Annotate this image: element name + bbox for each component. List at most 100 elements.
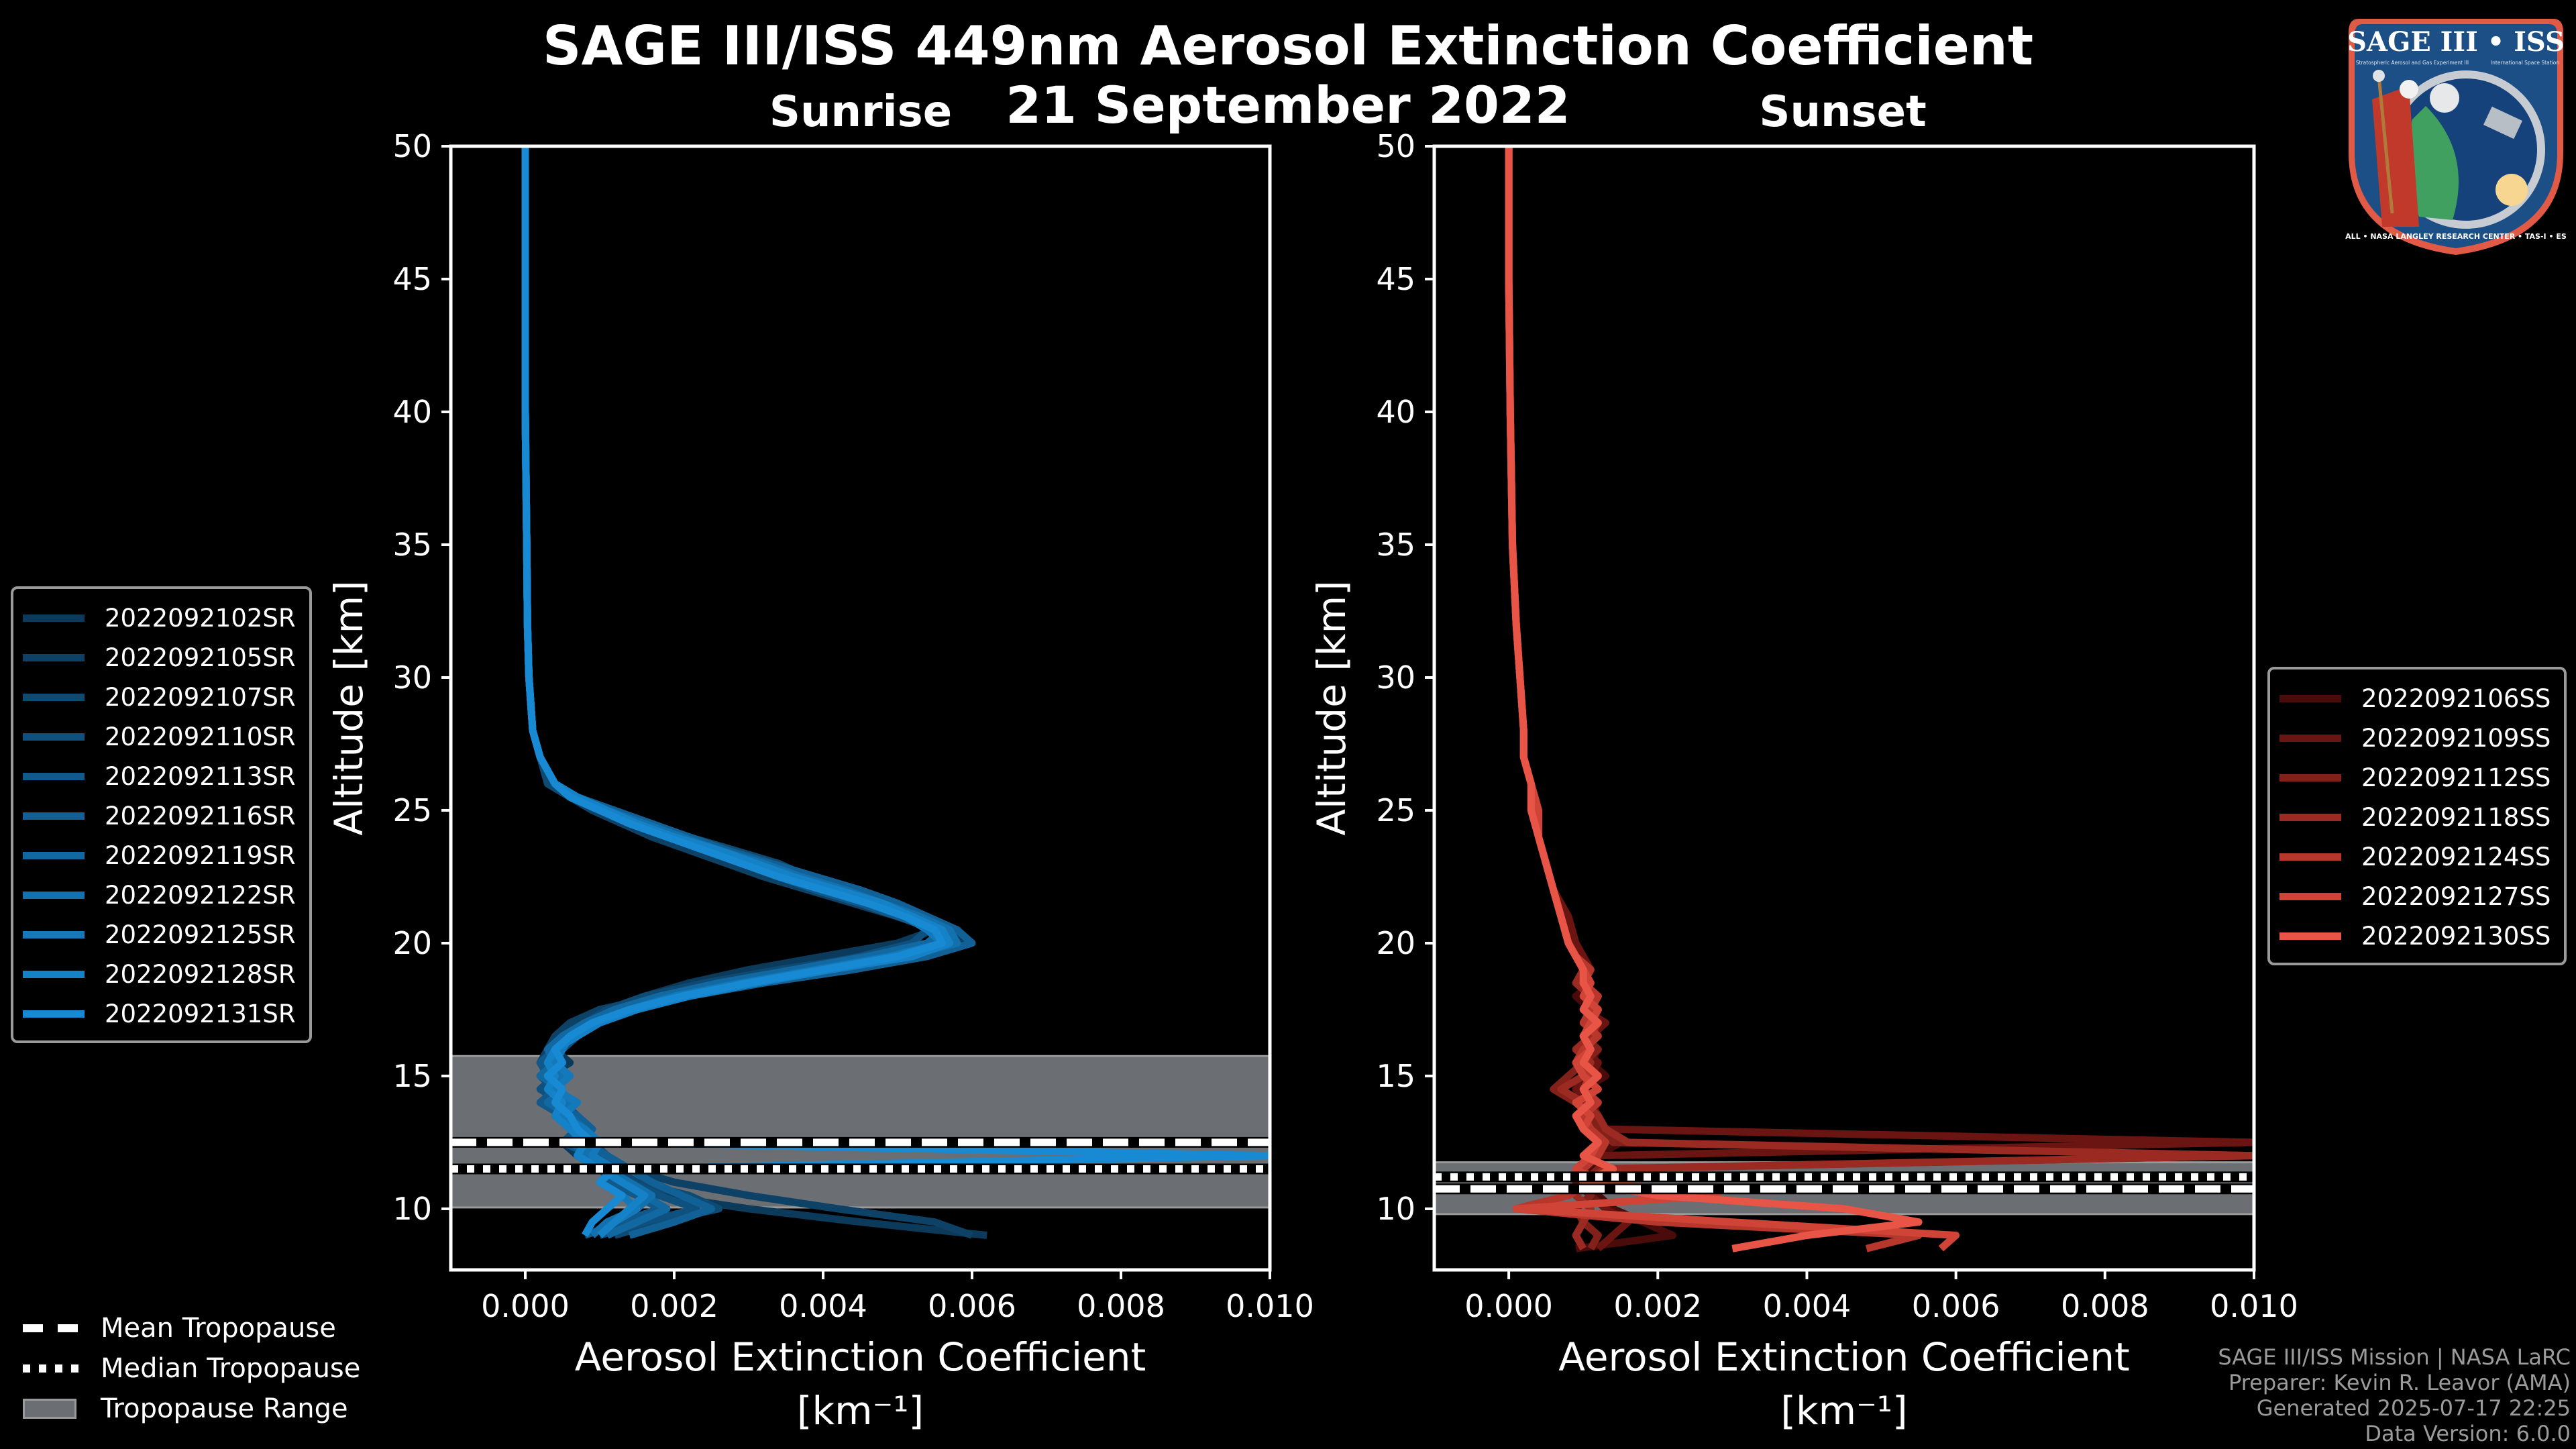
legend-item: 2022092112SS [2279,758,2551,798]
tropopause-legend-label: Median Tropopause [101,1353,361,1384]
profile-line-2022092130SS [1505,146,1923,1252]
legend-label: 2022092128SR [105,960,296,989]
legend-item: 2022092116SR [23,796,296,836]
sage-iii-iss-logo: SAGE III • ISS Stratospheric Aerosol and… [2345,19,2567,255]
sun-icon [2496,174,2528,206]
moon-icon [2430,83,2459,113]
x-tick-label: 0.008 [2061,1288,2149,1324]
legend-item: 2022092128SR [23,955,296,994]
legend-label: 2022092118SS [2361,803,2551,832]
plot-area [1434,146,2254,1252]
sunrise-title: Sunrise [769,87,953,137]
legend-item: 2022092107SR [23,678,296,717]
tropopause-legend-range: Tropopause Range [23,1389,360,1429]
legend-label: 2022092113SR [105,762,296,791]
y-tick-label: 50 [1376,128,1415,164]
legend-item: 2022092106SS [2279,679,2551,718]
legend-label: 2022092109SS [2361,724,2551,753]
y-axis-label: Altitude [km] [1309,580,1354,835]
x-tick-label: 0.004 [1763,1288,1851,1324]
y-tick-label: 40 [392,394,432,430]
y-tick-label: 15 [392,1058,432,1094]
y-tick-label: 30 [1376,659,1415,696]
y-tick-label: 25 [392,792,432,828]
sunrise-panel: 10 15 20 25 30 35 40 45 50 0.000 0.002 0.004 0.006 0.… [326,128,1314,1434]
legend-item: 2022092105SR [23,638,296,678]
x-tick-label: 0.006 [928,1288,1016,1324]
plot-area [451,146,1270,1239]
credit-line: Data Version: 6.0.0 [2365,1421,2571,1446]
legend-label: 2022092131SR [105,1000,296,1028]
y-tick-label: 20 [1376,925,1415,961]
x-tick-label: 0.002 [630,1288,718,1324]
axes-frame [449,144,1272,1272]
legend-line-icon [2279,814,2341,821]
legend-label: 2022092124SS [2361,843,2551,871]
legend-item: 2022092119SR [23,836,296,875]
legend-line-icon [2279,774,2341,782]
legend-item: 2022092127SS [2279,877,2551,916]
tropopause-legend-label: Mean Tropopause [101,1313,336,1344]
y-tick-label: 45 [1376,261,1415,297]
y-tick-label: 45 [392,261,432,297]
y-axis-label: Altitude [km] [326,580,372,835]
legend-label: 2022092105SR [105,643,296,672]
y-tick-label: 35 [1376,527,1415,563]
legend-line-icon [23,773,85,780]
credit-line: Generated 2025-07-17 22:25 [2256,1395,2571,1421]
sunset-panel: 10 15 20 25 30 35 40 45 50 0.000 0.002 0.004 0.006 0.… [1309,128,2298,1434]
figure-title: SAGE III/ISS 449nm Aerosol Extinction Co… [542,15,2034,77]
y-tick-label: 30 [392,659,432,696]
legend-line-icon [23,931,85,938]
tropopause-legend-label: Tropopause Range [101,1393,348,1424]
x-tick-label: 0.004 [779,1288,867,1324]
legend-label: 2022092130SS [2361,922,2551,951]
y-tick-label: 25 [1376,792,1415,828]
legend-line-icon [23,812,85,820]
credit-line: SAGE III/ISS Mission | NASA LaRC [2218,1344,2571,1370]
y-tick-label: 20 [392,925,432,961]
figure-date: 21 September 2022 [1006,75,1570,135]
legend-label: 2022092106SS [2361,684,2551,713]
legend-line-icon [23,892,85,899]
legend-item: 2022092118SS [2279,798,2551,837]
range-swatch-icon [23,1399,79,1419]
logo-subtitle-left: Stratospheric Aerosol and Gas Experiment… [2356,60,2469,66]
tropopause-legend-mean: Mean Tropopause [23,1308,360,1348]
legend-line-icon [23,614,85,622]
legend-line-icon [2279,853,2341,861]
legend-item: 2022092113SR [23,757,296,796]
legend-item: 2022092122SR [23,875,296,915]
legend-line-icon [2279,695,2341,702]
y-tick-label: 35 [392,527,432,563]
x-tick-label: 0.008 [1077,1288,1165,1324]
x-tick-label: 0.000 [1464,1288,1553,1324]
legend-label: 2022092116SR [105,802,296,830]
legend-label: 2022092102SR [105,604,296,633]
legend-line-icon [23,971,85,978]
x-tick-label: 0.000 [481,1288,570,1324]
legend-item: 2022092130SS [2279,916,2551,956]
legend-line-icon [2279,893,2341,900]
x-tick-label: 0.002 [1613,1288,1702,1324]
sunset-title: Sunset [1759,87,1927,137]
y-tick-label: 10 [392,1191,432,1227]
x-tick-label: 0.010 [1226,1288,1314,1324]
legend-item: 2022092102SR [23,598,296,638]
legend-label: 2022092127SS [2361,882,2551,911]
legend-line-icon [2279,932,2341,940]
x-axis-unit-label: [km⁻¹] [1780,1388,1907,1434]
y-tick-label: 15 [1376,1058,1415,1094]
dotted-line-icon [23,1360,79,1377]
y-tick-label: 40 [1376,394,1415,430]
x-axis-label: Aerosol Extinction Coefficient [575,1334,1146,1380]
sunset-legend: 2022092106SS 2022092109SS 2022092112SS 2022… [2267,667,2567,965]
legend-label: 2022092125SR [105,920,296,949]
legend-line-icon [2279,735,2341,742]
logo-title: SAGE III • ISS [2347,26,2565,58]
x-axis-unit-label: [km⁻¹] [797,1388,924,1434]
legend-item: 2022092131SR [23,994,296,1034]
legend-label: 2022092122SR [105,881,296,910]
dashed-line-icon [23,1320,79,1336]
